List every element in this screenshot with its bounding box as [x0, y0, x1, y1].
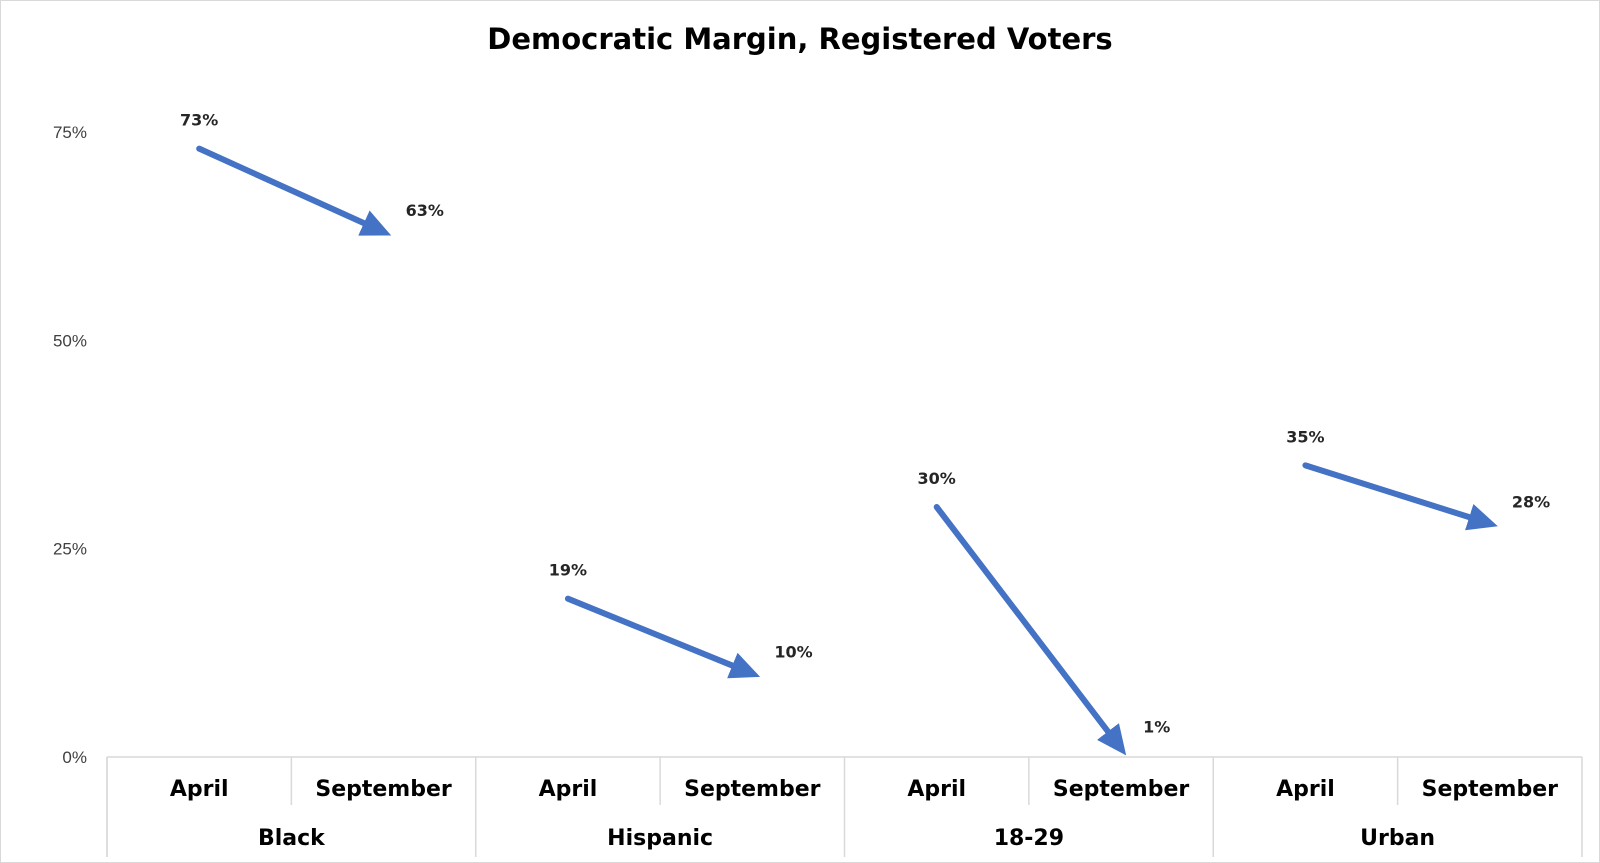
period-label: September	[684, 777, 821, 802]
data-label: 63%	[406, 201, 444, 220]
data-label: 19%	[549, 561, 587, 580]
data-label: 28%	[1512, 493, 1550, 512]
series-arrow-black	[196, 145, 392, 236]
period-label: April	[539, 777, 598, 802]
data-label: 10%	[774, 643, 812, 662]
data-label: 73%	[180, 111, 218, 130]
period-label: September	[1053, 777, 1190, 802]
period-label: April	[1276, 777, 1335, 802]
labels-layer: 73% 63% 19% 10% 30% 1% 35% 28%	[180, 111, 1550, 737]
period-label: April	[170, 777, 229, 802]
series-arrow-18-29	[933, 504, 1127, 756]
group-label: Urban	[1360, 826, 1435, 851]
period-label: April	[907, 777, 966, 802]
y-tick-label: 75%	[53, 123, 87, 142]
series-arrow-hispanic	[564, 595, 761, 679]
period-label: September	[315, 777, 452, 802]
series-arrow-urban	[1302, 462, 1498, 531]
y-tick-label: 25%	[53, 540, 87, 559]
period-label: September	[1422, 777, 1559, 802]
chart-title: Democratic Margin, Registered Voters	[487, 22, 1113, 56]
data-label: 35%	[1286, 427, 1324, 446]
axis-layer: 0% 25% 50% 75% April September Black April Septe…	[53, 123, 1583, 857]
group-label: 18-29	[994, 826, 1064, 851]
y-tick-label: 0%	[62, 748, 87, 767]
group-label: Black	[258, 826, 326, 851]
data-label: 30%	[918, 469, 956, 488]
y-tick-label: 50%	[53, 331, 87, 350]
marks-layer	[196, 145, 1498, 756]
group-label: Hispanic	[607, 826, 713, 851]
data-label: 1%	[1143, 718, 1170, 737]
